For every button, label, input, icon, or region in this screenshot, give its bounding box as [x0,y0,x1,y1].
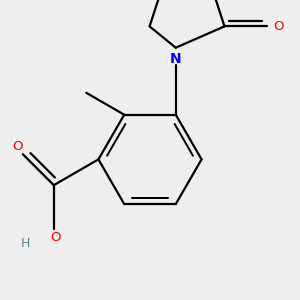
Text: O: O [274,20,284,33]
Text: O: O [12,140,22,153]
Text: N: N [170,52,182,66]
Text: O: O [50,231,61,244]
Text: H: H [21,236,30,250]
